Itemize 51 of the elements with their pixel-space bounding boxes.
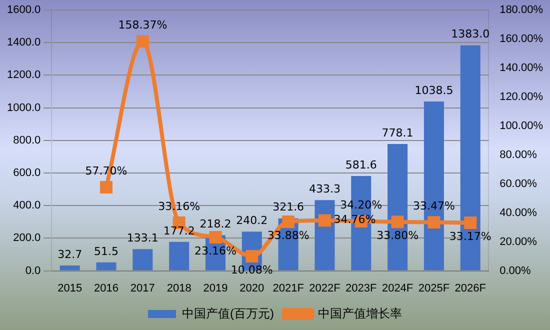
y-tick-label: 200.0 <box>13 232 41 244</box>
data-label: 33.80% <box>376 229 419 242</box>
data-label: 133.1 <box>126 231 158 244</box>
x-tick-label: 2026F <box>454 282 486 294</box>
data-label: 240.2 <box>236 214 268 228</box>
data-label: 23.16% <box>194 244 236 258</box>
data-label: 321.6 <box>272 200 304 214</box>
y2-tick-label: 180.00% <box>500 4 544 16</box>
data-label: 32.7 <box>58 248 82 261</box>
x-tick-label: 2022F <box>309 282 341 294</box>
y2-tick-label: 80.00% <box>500 148 538 161</box>
x-tick-label: 2018 <box>166 282 192 294</box>
x-tick-label: 2015 <box>58 282 82 294</box>
data-label: 33.17% <box>449 230 492 244</box>
data-label: 33.47% <box>412 200 455 213</box>
data-label: 1383.0 <box>451 28 490 41</box>
x-tick-label: 2020 <box>240 282 264 294</box>
y2-tick-label: 120.00% <box>500 90 544 103</box>
data-label: 1038.5 <box>414 84 454 97</box>
data-label: 581.6 <box>345 158 377 172</box>
x-tick-label: 2017 <box>130 282 155 294</box>
y2-tick-label: 140.00% <box>500 62 544 74</box>
y-tick-label: 800.0 <box>13 134 41 146</box>
data-label: 433.3 <box>308 182 340 196</box>
data-label: 51.5 <box>94 244 119 258</box>
data-label: 34.20% <box>340 198 382 212</box>
x-tick-label: 2016 <box>94 282 119 294</box>
legend-label: 中国产值(百万元) <box>182 306 274 320</box>
data-label: 778.1 <box>382 126 414 140</box>
y-tick-label: 1200.0 <box>6 69 41 82</box>
y-tick-label: 0.0 <box>25 264 41 277</box>
y2-tick-label: 40.00% <box>500 206 538 219</box>
legend-label: 中国产值增长率 <box>318 306 402 320</box>
y2-tick-label: 100.00% <box>500 120 544 132</box>
y2-tick-label: 160.00% <box>500 33 544 46</box>
data-label: 158.37% <box>118 18 168 32</box>
y-tick-label: 1400.0 <box>6 36 41 49</box>
x-tick-label: 2025F <box>418 282 450 294</box>
data-label: 218.2 <box>200 218 232 231</box>
y2-tick-label: 20.00% <box>500 236 538 248</box>
x-tick-label: 2021F <box>272 282 304 294</box>
y-tick-label: 1600.0 <box>6 4 41 16</box>
y-tick-label: 400.0 <box>13 200 41 212</box>
y-tick-label: 600.0 <box>13 167 41 180</box>
x-tick-label: 2024F <box>382 282 414 294</box>
x-tick-label: 2019 <box>203 282 228 294</box>
data-label: 10.08% <box>230 264 273 277</box>
x-tick-label: 2023F <box>346 282 378 294</box>
y2-tick-label: 60.00% <box>500 178 538 190</box>
y2-tick-label: 0.00% <box>500 264 531 277</box>
y-tick-label: 1000.0 <box>6 102 41 114</box>
